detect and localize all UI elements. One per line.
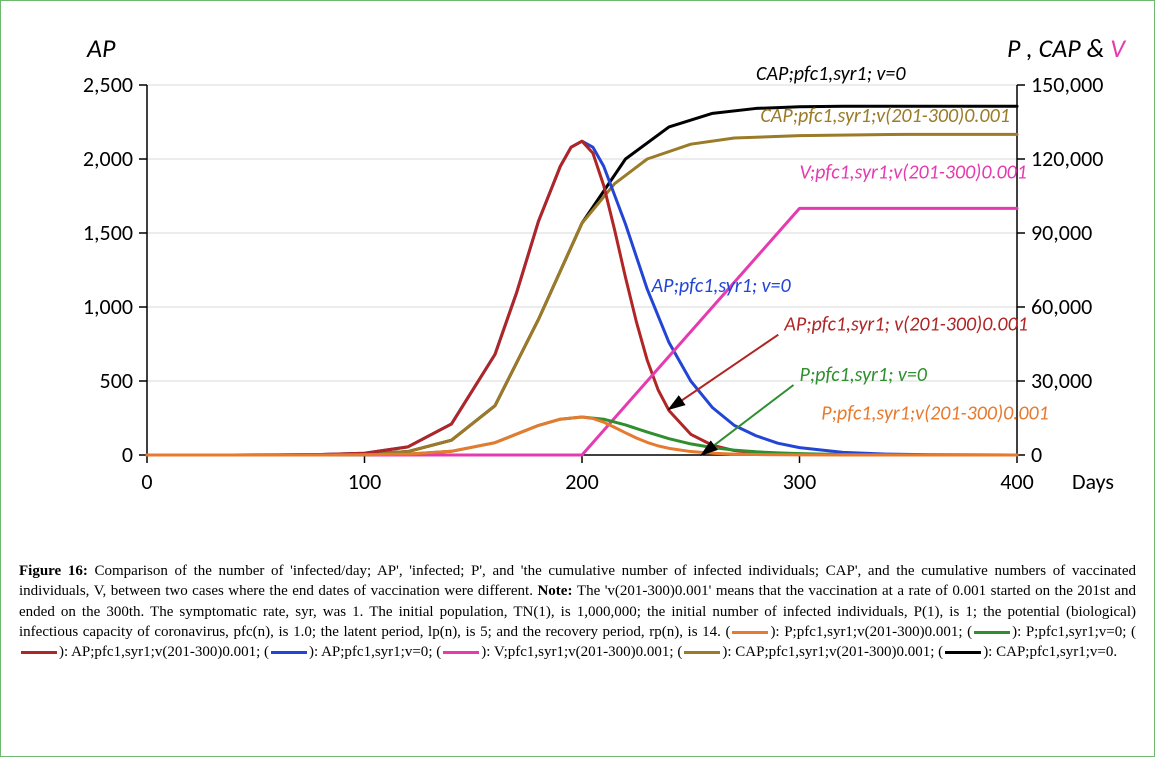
legend-label: CAP;pfc1,syr1;v(201-300)0.001 — [735, 644, 930, 660]
legend-label: V;pfc1,syr1;v(201-300)0.001 — [494, 644, 670, 660]
series-annotation: CAP;pfc1,syr1; v=0 — [756, 62, 906, 86]
legend-label: CAP;pfc1,syr1;v=0 — [996, 644, 1113, 660]
legend-label: AP;pfc1,syr1;v=0 — [321, 644, 428, 660]
series-annotation: V;pfc1,syr1;v(201-300)0.001 — [800, 161, 1027, 185]
chart-area: 0 100 200 300 400 Days 0 500 1,000 1,500 2,000 2,50… — [19, 15, 1136, 555]
legend-label: AP;pfc1,syr1;v(201-300)0.001 — [71, 644, 256, 660]
note-label: Note: — [537, 583, 576, 599]
svg-text:0: 0 — [141, 468, 152, 495]
legend-swatch — [945, 651, 981, 654]
legend-swatch — [21, 651, 57, 654]
svg-text:P , CAP & V: P , CAP & V — [1007, 32, 1127, 64]
svg-text:60,000: 60,000 — [1031, 293, 1092, 320]
series-annotation: AP;pfc1,syr1; v=0 — [651, 274, 792, 298]
svg-text:500: 500 — [100, 367, 133, 394]
svg-text:1,000: 1,000 — [83, 293, 133, 320]
svg-text:200: 200 — [565, 468, 598, 495]
svg-text:30,000: 30,000 — [1031, 367, 1092, 394]
svg-text:AP: AP — [86, 32, 116, 64]
svg-text:Days: Days — [1072, 468, 1114, 495]
legend-swatch — [443, 651, 479, 654]
chart-svg: 0 100 200 300 400 Days 0 500 1,000 1,500 2,000 2,50… — [19, 15, 1137, 555]
svg-text:400: 400 — [1000, 468, 1033, 495]
series-annotation: AP;pfc1,syr1; v(201-300)0.001 — [783, 313, 1028, 337]
legend-swatch — [271, 651, 307, 654]
svg-text:0: 0 — [1031, 441, 1042, 468]
legend-label: P;pfc1,syr1;v=0 — [1026, 624, 1122, 640]
figure-caption: Figure 16: Comparison of the number of '… — [19, 561, 1136, 662]
legend-swatch — [684, 651, 720, 654]
svg-text:0: 0 — [122, 441, 133, 468]
svg-text:150,000: 150,000 — [1031, 71, 1103, 98]
svg-text:120,000: 120,000 — [1031, 145, 1103, 172]
series-annotation: P;pfc1,syr1;v(201-300)0.001 — [821, 401, 1048, 425]
legend-swatch — [732, 631, 768, 634]
figure-frame: 0 100 200 300 400 Days 0 500 1,000 1,500 2,000 2,50… — [0, 0, 1155, 757]
svg-text:90,000: 90,000 — [1031, 219, 1092, 246]
svg-text:2,000: 2,000 — [83, 145, 133, 172]
series-annotation: CAP;pfc1,syr1;v(201-300)0.001 — [760, 104, 1010, 128]
svg-text:300: 300 — [783, 468, 816, 495]
legend-label: P;pfc1,syr1;v(201-300)0.001 — [784, 624, 958, 640]
svg-text:2,500: 2,500 — [83, 71, 133, 98]
svg-text:1,500: 1,500 — [83, 219, 133, 246]
legend-swatch — [974, 631, 1010, 634]
svg-text:100: 100 — [348, 468, 381, 495]
figure-number: Figure 16: — [19, 563, 88, 579]
series-annotation: P;pfc1,syr1; v=0 — [800, 363, 928, 387]
